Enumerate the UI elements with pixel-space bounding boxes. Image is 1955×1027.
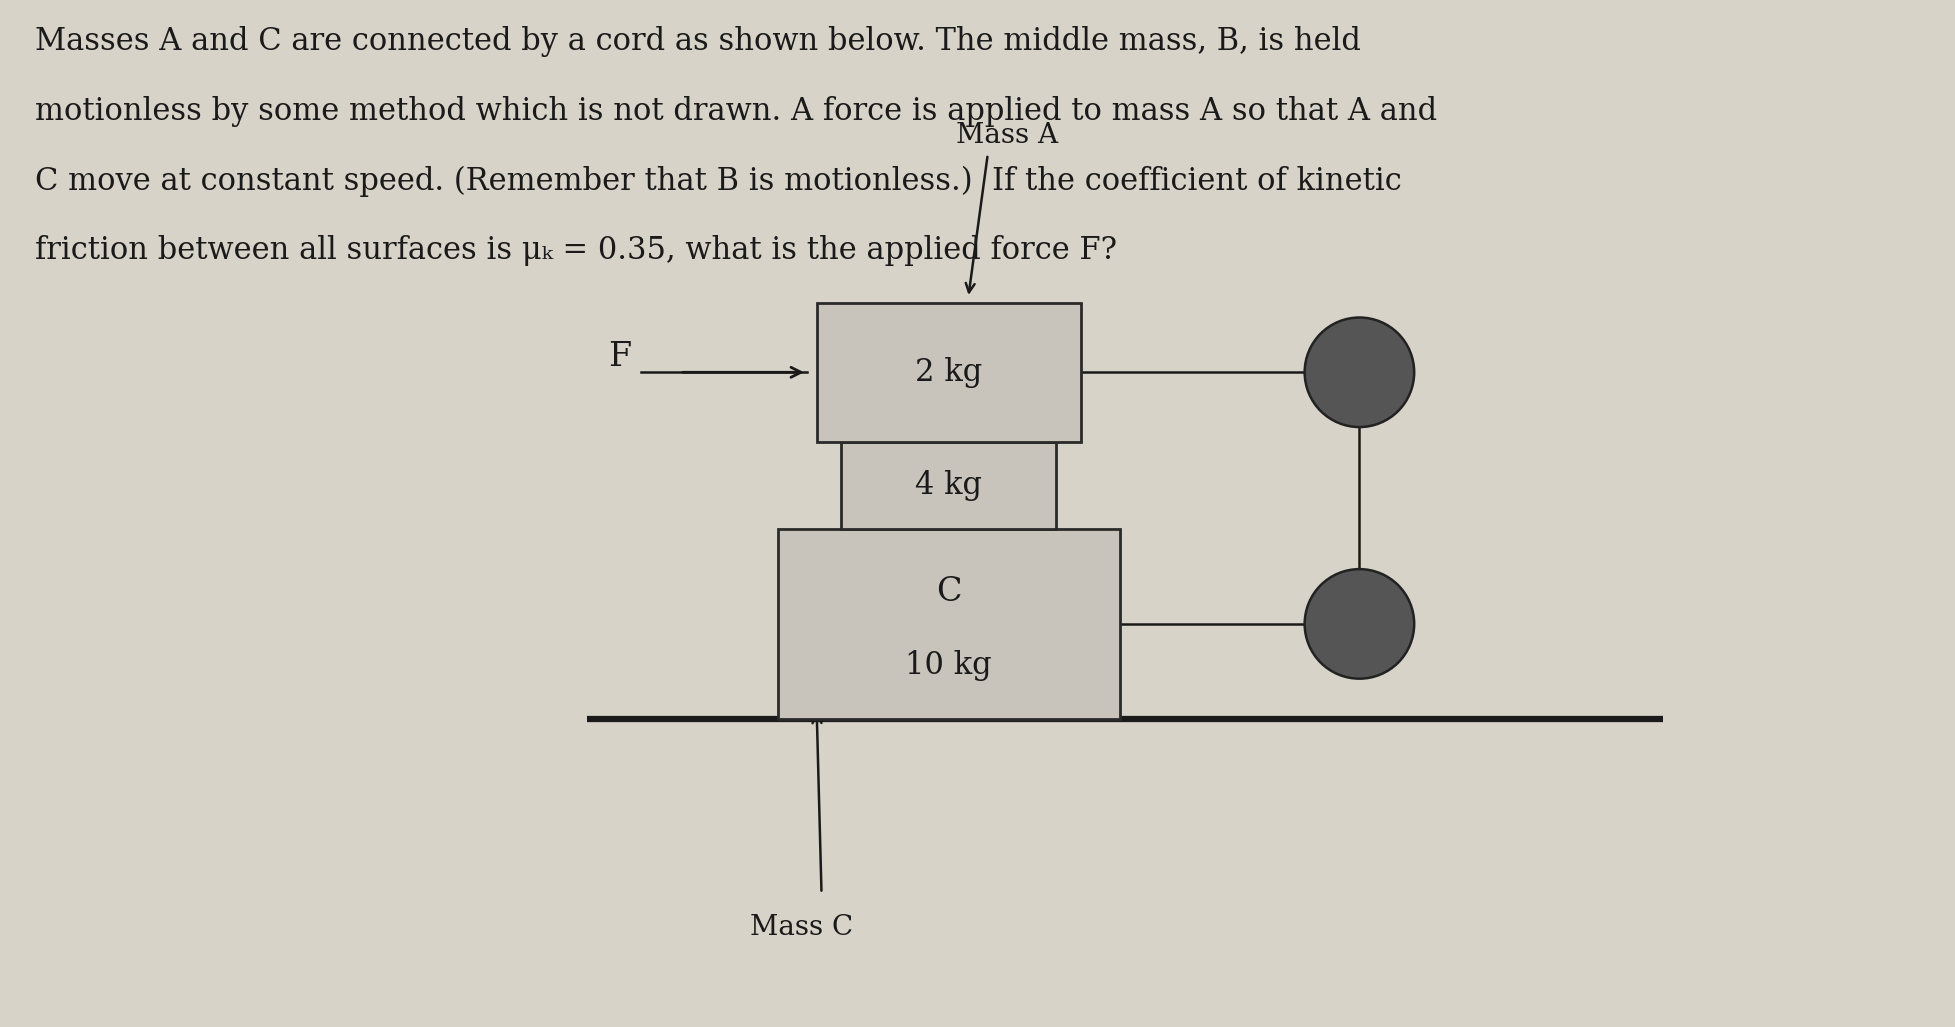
Text: C: C [934, 575, 962, 608]
Text: friction between all surfaces is μₖ = 0.35, what is the applied force F?: friction between all surfaces is μₖ = 0.… [35, 235, 1116, 266]
Text: 10 kg: 10 kg [905, 650, 991, 681]
Text: Masses A and C are connected by a cord as shown below. The middle mass, B, is he: Masses A and C are connected by a cord a… [35, 26, 1361, 56]
Bar [817, 303, 1079, 442]
Text: motionless by some method which is not drawn. A force is applied to mass A so th: motionless by some method which is not d… [35, 96, 1437, 126]
Text: C move at constant speed. (Remember that B is motionless.)  If the coefficient o: C move at constant speed. (Remember that… [35, 165, 1402, 196]
Ellipse shape [1304, 569, 1413, 679]
Text: 2 kg: 2 kg [915, 356, 981, 388]
Text: Mass C: Mass C [751, 914, 852, 941]
Text: Mass A: Mass A [956, 122, 1058, 149]
Ellipse shape [1304, 317, 1413, 427]
Text: 4 kg: 4 kg [915, 469, 981, 501]
Text: F: F [608, 341, 630, 373]
Bar [841, 442, 1056, 529]
Bar [776, 529, 1118, 719]
